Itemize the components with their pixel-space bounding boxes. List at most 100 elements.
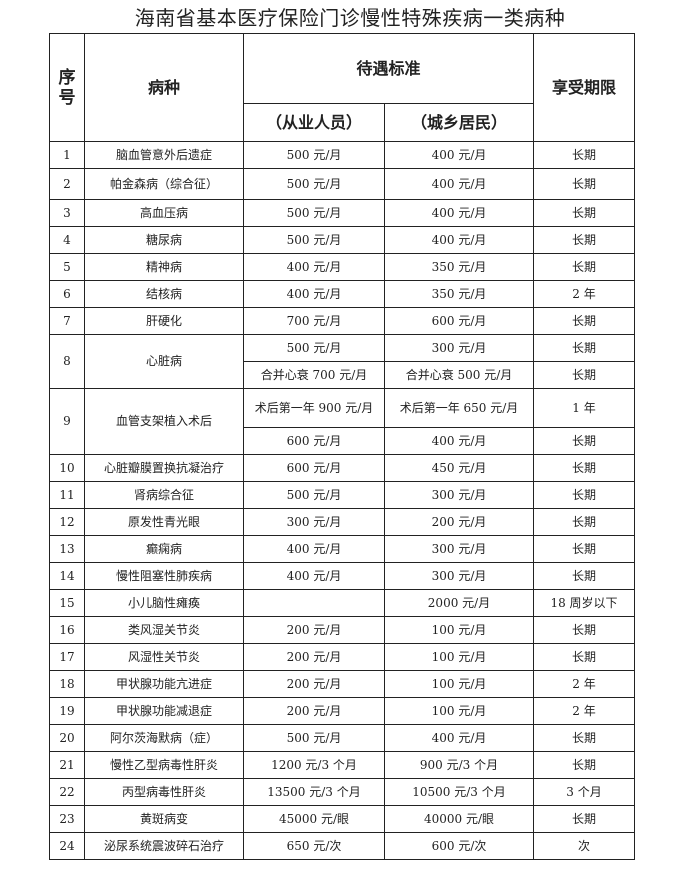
row-number: 14 [49,562,85,590]
table-row: 15 小儿脑性瘫痪 2000 元/月 18 周岁以下 [49,589,636,617]
resident-standard: 2000 元/月 [383,589,535,617]
table-row: 24 泌尿系统震波碎石治疗 650 元/次 600 元/次次 [49,832,636,860]
row-number: 7 [49,307,85,335]
header-period: 享受期限 [533,33,636,142]
period: 长期 [533,805,636,833]
table-row: 7 肝硬化 700 元/月 600 元/月 长期 [49,307,636,335]
employee-standard: 600 元/月 [243,454,385,482]
table-row: 1 脑血管意外后遗症 500 元/月 400 元/月 长期 [49,141,636,169]
resident-standard: 600 元/月 [383,307,535,335]
row-number: 18 [49,670,85,698]
disease-name: 帕金森病（综合征） [84,168,244,200]
disease-name: 心脏瓣膜置换抗凝治疗 [84,454,244,482]
disease-name: 肾病综合征 [84,481,244,509]
employee-standard: 650 元/次 [243,832,385,860]
resident-standard: 900 元/3 个月 [383,751,535,779]
period: 长期 [533,616,636,644]
period: 长期 [533,168,636,200]
resident-standard: 40000 元/眼 [383,805,535,833]
employee-standard: 500 元/月 [243,168,385,200]
row-number: 23 [49,805,85,833]
employee-standard: 600 元/月 [243,427,385,455]
resident-standard: 400 元/月 [383,226,535,254]
employee-standard: 500 元/月 [243,226,385,254]
resident-standard: 400 元/月 [383,427,535,455]
disease-name: 风湿性关节炎 [84,643,244,671]
table-row: 8 心脏病 500 元/月 300 元/月 长期 [49,334,636,389]
table-row: 5 精神病 400 元/月 350 元/月 长期 [49,253,636,281]
employee-standard: 500 元/月 [243,724,385,752]
resident-standard: 100 元/月 [383,616,535,644]
employee-standard: 300 元/月 [243,508,385,536]
period: 次 [533,832,636,860]
disease-table: 序号 病种 待遇标准 享受期限 （从业人员） （城乡居民） 1 脑血管意外后遗症 5… [49,33,636,860]
table-row: 12 原发性青光眼 300 元/月 200 元/月 长期 [49,508,636,536]
resident-standard: 300 元/月 [383,481,535,509]
disease-name: 高血压病 [84,199,244,227]
row-number: 9 [49,388,85,455]
employee-standard: 400 元/月 [243,253,385,281]
row-number: 11 [49,481,85,509]
period: 长期 [533,361,636,389]
row-number: 10 [49,454,85,482]
employee-standard: 400 元/月 [243,280,385,308]
period: 长期 [533,562,636,590]
disease-name: 甲状腺功能亢进症 [84,670,244,698]
employee-standard: 200 元/月 [243,697,385,725]
disease-name: 原发性青光眼 [84,508,244,536]
disease-name: 慢性乙型病毒性肝炎 [84,751,244,779]
period: 长期 [533,454,636,482]
period: 长期 [533,427,636,455]
period: 长期 [533,751,636,779]
table-row: 16 类风湿关节炎 200 元/月 100 元/月 长期 [49,616,636,644]
employee-standard: 500 元/月 [243,481,385,509]
employee-standard: 400 元/月 [243,535,385,563]
disease-name: 黄斑病变 [84,805,244,833]
employee-standard: 200 元/月 [243,643,385,671]
row-number: 2 [49,168,85,200]
row-number: 24 [49,832,85,860]
period: 3 个月 [533,778,636,806]
page-title: 海南省基本医疗保险门诊慢性特殊疾病一类病种 [134,6,566,30]
employee-standard: 45000 元/眼 [243,805,385,833]
disease-name: 丙型病毒性肝炎 [84,778,244,806]
table-row: 9 血管支架植入术后 术后第一年 900 元/月 术后第一年 650 元/月 1 年 [49,388,636,455]
employee-standard: 700 元/月 [243,307,385,335]
resident-standard: 400 元/月 [383,199,535,227]
table-row: 2 帕金森病（综合征） 500 元/月 400 元/月 长期 [49,168,636,200]
disease-name: 小儿脑性瘫痪 [84,589,244,617]
header-index: 序号 [49,33,85,142]
header-disease: 病种 [84,33,244,142]
disease-name: 精神病 [84,253,244,281]
row-number: 15 [49,589,85,617]
resident-standard: 10500 元/3 个月 [383,778,535,806]
disease-name: 脑血管意外后遗症 [84,141,244,169]
resident-standard: 400 元/月 [383,141,535,169]
period: 1 年 [533,388,636,428]
resident-standard: 100 元/月 [383,697,535,725]
period: 长期 [533,199,636,227]
period: 长期 [533,724,636,752]
resident-standard: 300 元/月 [383,562,535,590]
header-standard: 待遇标准 [242,33,535,104]
resident-standard: 术后第一年 650 元/月 [383,388,535,428]
period: 18 周岁以下 [533,589,636,617]
period: 长期 [533,253,636,281]
disease-name: 糖尿病 [84,226,244,254]
employee-standard: 500 元/月 [243,199,385,227]
period: 2 年 [533,280,636,308]
row-number: 19 [49,697,85,725]
disease-name: 肝硬化 [84,307,244,335]
resident-standard: 200 元/月 [383,508,535,536]
row-number: 3 [49,199,85,227]
disease-name: 癫痫病 [84,535,244,563]
table-row: 13 癫痫病 400 元/月 300 元/月 长期 [49,535,636,563]
row-number: 16 [49,616,85,644]
employee-standard: 13500 元/3 个月 [243,778,385,806]
table-row: 4 糖尿病 500 元/月 400 元/月 长期 [49,226,636,254]
table-row: 合并心衰 700 元/月 合并心衰 500 元/月 长期 [50,361,636,389]
period: 长期 [533,334,636,362]
period: 长期 [533,535,636,563]
period: 长期 [533,307,636,335]
resident-standard: 450 元/月 [383,454,535,482]
